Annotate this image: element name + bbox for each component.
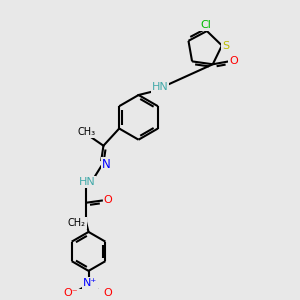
Text: CH₃: CH₃ [77,127,95,137]
Text: Cl: Cl [200,20,211,30]
Text: N: N [102,158,111,170]
Text: O: O [103,195,112,205]
Text: N⁺: N⁺ [83,278,97,288]
Text: HN: HN [152,82,168,92]
Text: HN: HN [79,177,95,187]
Text: O: O [103,288,112,298]
Text: CH₂: CH₂ [68,218,86,228]
Text: O⁻: O⁻ [63,288,77,298]
Text: O: O [229,56,238,66]
Text: S: S [222,40,229,50]
